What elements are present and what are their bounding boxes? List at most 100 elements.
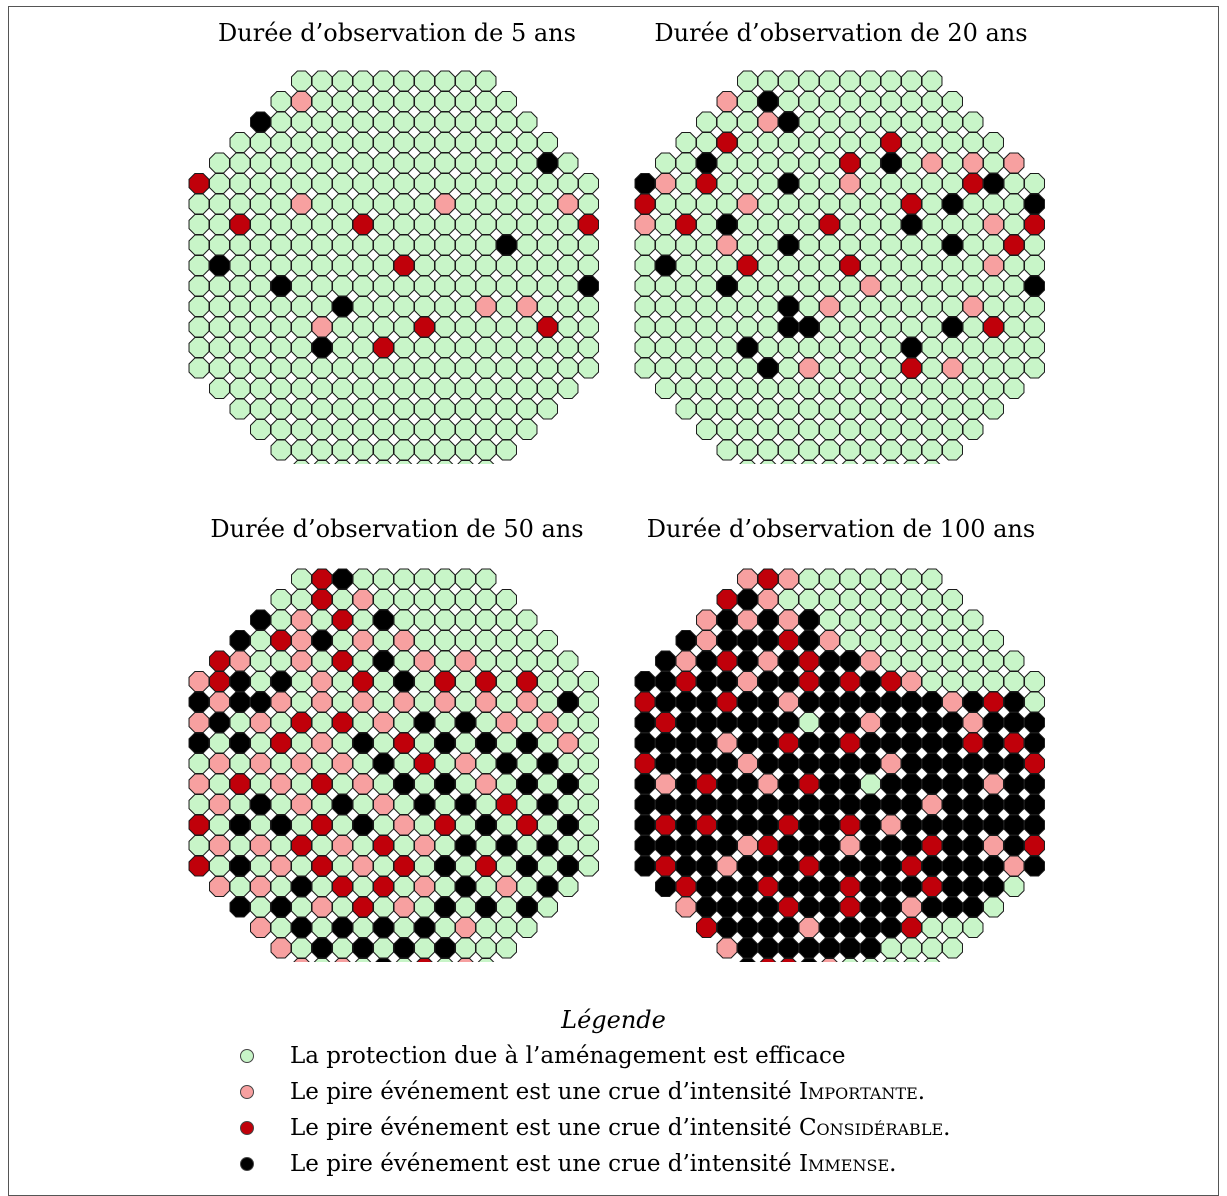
cell-effective xyxy=(434,917,456,938)
cell-effective xyxy=(537,193,558,215)
cell-effective xyxy=(839,589,861,610)
cell-effective xyxy=(962,111,984,133)
cell-important xyxy=(311,896,333,918)
cell-immense xyxy=(1003,835,1025,856)
cell-effective xyxy=(373,855,394,877)
cell-immense xyxy=(798,937,820,959)
cell-important xyxy=(880,753,902,774)
cell-important xyxy=(778,568,799,590)
cell-effective xyxy=(921,316,943,338)
cell-immense xyxy=(819,650,840,672)
cell-effective xyxy=(880,439,902,461)
cell-effective xyxy=(332,234,353,256)
cell-effective xyxy=(1003,275,1025,297)
cell-effective xyxy=(250,419,271,440)
cell-effective xyxy=(291,214,312,235)
cell-effective xyxy=(393,132,415,153)
cell-effective xyxy=(270,398,292,420)
cell-effective xyxy=(434,337,456,358)
cell-considerable xyxy=(757,835,779,856)
cell-effective xyxy=(496,896,517,918)
cell-immense xyxy=(696,794,717,815)
cell-immense xyxy=(901,214,922,235)
cell-immense xyxy=(516,773,538,795)
cell-immense xyxy=(352,814,374,836)
cell-effective xyxy=(880,91,902,112)
cell-effective xyxy=(434,835,456,856)
cell-effective xyxy=(352,234,374,256)
cell-effective xyxy=(373,296,394,317)
cell-effective xyxy=(457,460,474,464)
cell-immense xyxy=(229,671,251,692)
cell-effective xyxy=(901,609,922,631)
cell-effective xyxy=(798,173,820,194)
cell-effective xyxy=(839,275,861,297)
cell-effective xyxy=(716,398,738,420)
cell-immense xyxy=(696,691,717,713)
cell-considerable xyxy=(634,193,656,215)
cell-effective xyxy=(557,794,579,815)
cell-effective xyxy=(496,814,517,836)
cell-effective xyxy=(860,173,881,194)
octagon-grid-100-ans xyxy=(634,568,1045,962)
cell-important xyxy=(983,255,1004,276)
cell-immense xyxy=(1003,773,1025,795)
cell-effective xyxy=(860,111,881,133)
cell-effective xyxy=(880,419,902,440)
cell-effective xyxy=(882,958,900,962)
cell-effective xyxy=(578,357,599,379)
cell-considerable xyxy=(798,773,820,795)
cell-considerable xyxy=(373,876,394,897)
cell-effective xyxy=(942,589,963,610)
cell-immense xyxy=(716,609,738,631)
cell-effective xyxy=(537,691,558,713)
cell-effective xyxy=(819,439,840,461)
cell-considerable xyxy=(798,671,820,692)
cell-effective xyxy=(373,255,394,276)
cell-effective xyxy=(229,296,251,317)
cell-effective xyxy=(455,609,476,631)
cell-effective xyxy=(757,378,779,399)
cell-effective xyxy=(962,398,984,420)
cell-effective xyxy=(716,193,738,215)
cell-important xyxy=(839,835,861,856)
cell-important xyxy=(475,296,497,317)
cell-effective xyxy=(455,773,476,795)
cell-immense xyxy=(634,173,656,194)
cell-important xyxy=(860,712,881,733)
cell-effective xyxy=(332,855,353,877)
cell-effective xyxy=(1003,173,1025,194)
cell-considerable xyxy=(983,316,1004,338)
cell-effective xyxy=(942,917,963,938)
cell-effective xyxy=(557,234,579,256)
cell-effective xyxy=(414,337,435,358)
cell-effective xyxy=(675,296,697,317)
cell-immense xyxy=(675,630,697,651)
cell-effective xyxy=(414,296,435,317)
cell-effective xyxy=(455,378,476,399)
cell-immense xyxy=(373,917,394,938)
cell-effective xyxy=(270,152,292,174)
cell-considerable xyxy=(962,732,984,754)
cell-effective xyxy=(921,589,943,610)
cell-effective xyxy=(352,917,374,938)
cell-effective xyxy=(291,111,312,133)
cell-immense xyxy=(860,814,881,836)
cell-effective xyxy=(311,132,333,153)
cell-important xyxy=(839,173,861,194)
cell-effective xyxy=(455,814,476,836)
cell-immense xyxy=(839,691,861,713)
cell-important xyxy=(962,152,984,174)
cell-effective xyxy=(414,173,435,194)
cell-important xyxy=(921,794,943,815)
cell-effective xyxy=(352,296,374,317)
cell-immense xyxy=(757,855,779,877)
cell-considerable xyxy=(901,357,922,379)
cell-effective xyxy=(1003,650,1025,672)
cell-effective xyxy=(291,398,312,420)
cell-effective xyxy=(839,234,861,256)
cell-immense xyxy=(860,937,881,959)
cell-immense xyxy=(291,917,312,938)
cell-effective xyxy=(475,876,497,897)
cell-effective xyxy=(578,794,599,815)
